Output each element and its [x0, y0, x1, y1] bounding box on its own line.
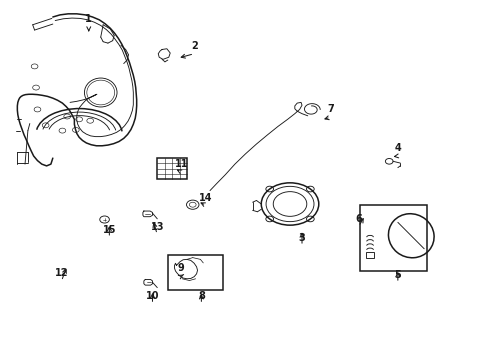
Text: 12: 12	[55, 269, 68, 279]
Text: 11: 11	[174, 159, 187, 169]
Text: 8: 8	[198, 292, 204, 301]
Text: 14: 14	[199, 193, 212, 203]
Text: 2: 2	[190, 41, 197, 51]
Text: 5: 5	[394, 270, 401, 280]
Text: 13: 13	[150, 221, 163, 231]
Text: 9: 9	[178, 263, 184, 273]
Text: 3: 3	[298, 233, 305, 243]
Bar	[366, 252, 373, 258]
Bar	[157, 158, 186, 179]
Text: 10: 10	[145, 292, 159, 301]
Text: 6: 6	[354, 214, 361, 224]
Bar	[360, 205, 426, 271]
Text: 15: 15	[102, 225, 116, 235]
Text: 4: 4	[394, 143, 401, 153]
Text: 1: 1	[85, 14, 92, 24]
Text: 7: 7	[326, 104, 333, 114]
Bar	[167, 256, 223, 290]
